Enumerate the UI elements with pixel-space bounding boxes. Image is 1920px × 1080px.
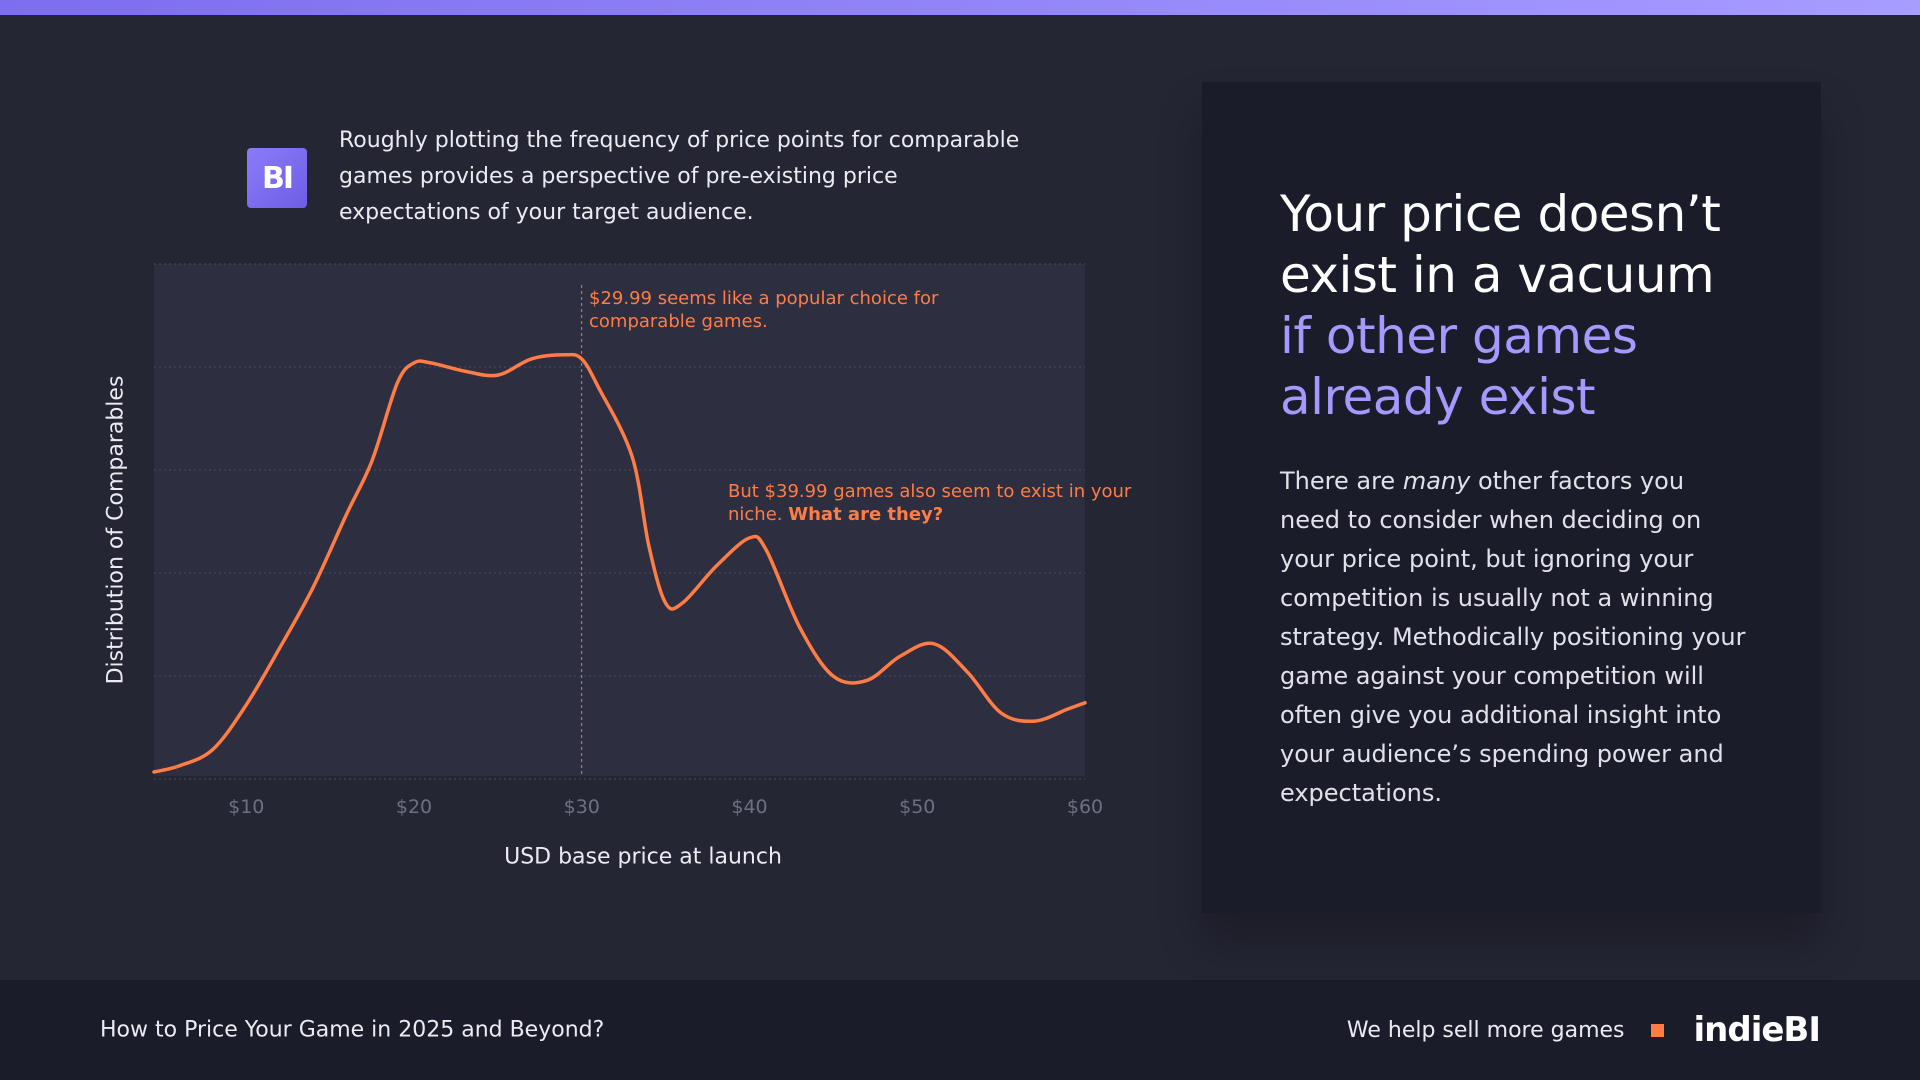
x-tick-label: $50 — [899, 796, 935, 818]
footer-title: How to Price Your Game in 2025 and Beyon… — [100, 1017, 605, 1043]
body-emphasis: many — [1402, 467, 1471, 495]
x-tick-label: $60 — [1067, 796, 1103, 818]
x-axis-label: USD base price at launch — [504, 844, 782, 870]
x-tick-label: $20 — [396, 796, 432, 818]
card-headline: Your price doesn’t exist in a vacuum if … — [1280, 184, 1780, 428]
x-tick-label: $40 — [731, 796, 767, 818]
headline-main: Your price doesn’t exist in a vacuum — [1280, 185, 1721, 304]
x-tick-label: $10 — [228, 796, 264, 818]
brand-logo[interactable]: indieBI — [1693, 1010, 1821, 1050]
headline-accent: if other games already exist — [1280, 307, 1638, 426]
footer-tagline: We help sell more games — [1346, 1017, 1625, 1043]
x-tick-label: $30 — [564, 796, 600, 818]
annotation-popular-price: $29.99 seems like a popular choice for c… — [589, 288, 939, 332]
annotation-second-peak-text: But $39.99 games also seem to exist in y… — [728, 481, 1132, 525]
x-tick-labels: $10 $20 $30 $40 $50 $60 — [228, 796, 1103, 818]
price-distribution-chart: $10 $20 $30 $40 $50 $60 Distribution of Compa… — [0, 0, 1140, 900]
indiebi-logo-icon: BI — [247, 148, 307, 208]
top-accent-bar — [0, 0, 1920, 15]
footer: How to Price Your Game in 2025 and Beyon… — [0, 980, 1920, 1080]
annotation-second-peak: But $39.99 games also seem to exist in y… — [728, 480, 1148, 526]
chart-svg: $10 $20 $30 $40 $50 $60 — [152, 263, 1103, 818]
insight-card: Your price doesn’t exist in a vacuum if … — [1202, 82, 1821, 913]
grid-lines — [154, 263, 1085, 780]
body-before: There are — [1280, 467, 1403, 495]
footer-branding: We help sell more games indieBI — [1346, 1010, 1821, 1050]
orange-square-icon — [1650, 1023, 1664, 1037]
annotation-second-peak-emphasis: What are they? — [788, 504, 944, 525]
plot-background — [154, 264, 1085, 776]
card-body: There are many other factors you need to… — [1280, 462, 1750, 813]
intro-text: Roughly plotting the frequency of price … — [339, 128, 1020, 225]
series-line — [152, 352, 1087, 774]
y-axis-label: Distribution of Comparables — [103, 375, 129, 685]
body-after: other factors you need to consider when … — [1280, 467, 1746, 807]
